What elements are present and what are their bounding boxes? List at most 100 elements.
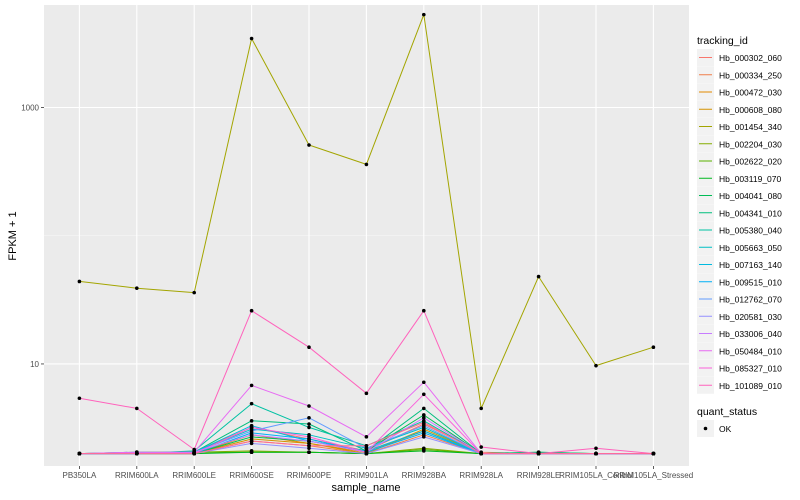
data-point (307, 345, 311, 350)
x-tick-label: RRIM600SE (229, 471, 273, 480)
data-point (249, 36, 254, 41)
x-axis-title: sample_name (331, 482, 400, 494)
data-point (422, 392, 426, 397)
data-point (249, 383, 254, 388)
data-point (77, 279, 82, 284)
data-point (536, 274, 541, 279)
data-point (249, 450, 254, 454)
legend-label: Hb_000334_250 (719, 70, 782, 80)
data-point (422, 413, 426, 417)
legend-label: Hb_050484_010 (719, 346, 782, 356)
data-point (536, 451, 541, 456)
data-point (135, 406, 139, 411)
data-point (364, 446, 369, 451)
x-axis: PB350LA RRIM600LA RRIM600LE RRIM600SE RRIM60… (62, 466, 693, 480)
y-axis-title: FPKM + 1 (7, 211, 19, 260)
data-point (249, 308, 254, 313)
data-point (192, 451, 196, 456)
data-point (135, 286, 139, 290)
x-tick-label: RRIM600PE (287, 471, 331, 480)
x-tick-label: RRIM600LE (172, 471, 216, 480)
x-tick-label: RRIM600LA (115, 471, 159, 480)
x-tick-label: RRIM928LE (517, 471, 561, 480)
data-point (422, 12, 426, 17)
legend: tracking_id Hb_000302_060Hb_000334_250Hb… (697, 35, 782, 437)
data-point (307, 404, 311, 408)
x-tick-label: RRIM105LA_Stressed (614, 471, 694, 480)
data-point (651, 345, 656, 350)
legend-label: Hb_101089_010 (719, 381, 782, 391)
data-point (594, 363, 598, 368)
legend-title: tracking_id (697, 35, 748, 47)
data-point (249, 439, 254, 443)
data-point (77, 451, 82, 456)
data-point (249, 401, 254, 406)
legend-label: Hb_000302_060 (719, 53, 782, 63)
data-point (307, 450, 311, 454)
legend-label: Hb_005663_050 (719, 243, 782, 253)
legend-label: Hb_085327_010 (719, 364, 782, 374)
legend-label: Hb_001454_340 (719, 122, 782, 132)
data-point (249, 433, 254, 437)
data-point (479, 406, 484, 411)
shape-legend-point (703, 426, 708, 431)
shape-legend-title: quant_status (697, 406, 757, 418)
x-tick-label: RRIM105LA_Control (559, 471, 633, 480)
data-point (422, 308, 426, 313)
y-tick-label: 1000 (21, 103, 39, 112)
y-tick-label: 10 (30, 360, 39, 369)
legend-label: Hb_002204_030 (719, 139, 782, 149)
grid-major (44, 5, 689, 466)
data-point (249, 429, 254, 433)
x-tick-label: RRIM928LA (459, 471, 503, 480)
data-point (307, 439, 311, 443)
legend-label: Hb_005380_040 (719, 226, 782, 236)
data-point (422, 423, 426, 428)
data-point (422, 406, 426, 411)
data-point (594, 446, 598, 451)
data-point (364, 443, 369, 448)
legend-label: Hb_004041_080 (719, 191, 782, 201)
data-point (364, 450, 369, 454)
legend-label: Hb_000472_030 (719, 88, 782, 98)
data-point (307, 416, 311, 420)
legend-label: Hb_007163_140 (719, 260, 782, 270)
data-point (249, 425, 254, 430)
legend-label: Hb_004341_010 (719, 208, 782, 218)
data-point (135, 451, 139, 456)
data-point (364, 162, 369, 167)
data-point (77, 396, 82, 401)
data-point (364, 435, 369, 439)
data-point (479, 451, 484, 456)
legend-label: Hb_009515_010 (719, 277, 782, 287)
shape-legend-label: OK (719, 424, 732, 434)
data-point (479, 445, 484, 449)
data-point (422, 416, 426, 420)
legend-label: Hb_003119_070 (719, 174, 782, 184)
data-point (249, 419, 254, 423)
data-point (651, 451, 656, 456)
data-point (422, 380, 426, 385)
data-point (364, 391, 369, 396)
data-point (422, 449, 426, 453)
y-axis: 10 1000 (21, 103, 44, 369)
legend-label: Hb_012762_070 (719, 295, 782, 305)
data-point (307, 143, 311, 147)
data-point (594, 451, 598, 456)
data-point (307, 435, 311, 439)
data-point (422, 420, 426, 425)
data-point (422, 435, 426, 439)
x-tick-label: RRIM928BA (402, 471, 447, 480)
legend-items: Hb_000302_060 Hb_000334_250 Hb_000472_030 H… (697, 49, 782, 394)
legend-label: Hb_000608_080 (719, 105, 782, 115)
legend-label: Hb_020581_030 (719, 312, 782, 322)
data-point (192, 290, 196, 295)
data-point (307, 422, 311, 426)
x-tick-label: PB350LA (62, 471, 96, 480)
data-point (307, 446, 311, 451)
x-tick-label: RRIM901LA (345, 471, 389, 480)
data-point (192, 447, 196, 452)
legend-label: Hb_002622_020 (719, 157, 782, 167)
series-points (77, 12, 656, 456)
